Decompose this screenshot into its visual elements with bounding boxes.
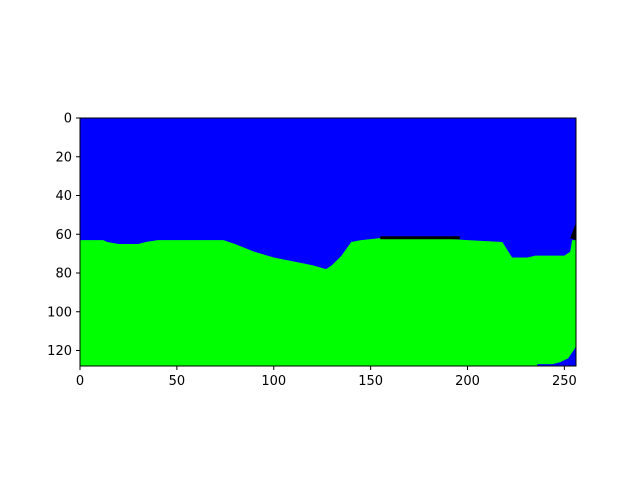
dark-corner-region [570,222,576,241]
y-tick-label: 120 [47,344,72,359]
plot-frame [79,117,577,367]
y-tick-label: 80 [55,267,72,282]
y-tick-label: 40 [55,189,72,204]
y-tick-label: 60 [55,228,72,243]
x-tick-label: 150 [358,374,383,389]
y-tick-label: 20 [55,150,72,165]
x-tick-label: 200 [455,374,480,389]
x-tick-label: 50 [169,374,186,389]
ground-region [80,238,576,366]
y-tick-label: 0 [64,112,72,127]
bottom-right-sky-region [537,346,576,366]
x-tick-label: 250 [552,374,577,389]
x-axis: 0 50 100 150 200 250 [76,366,577,389]
dark-band-region [380,236,460,240]
x-tick-label: 0 [76,374,84,389]
x-tick-label: 100 [261,374,286,389]
plot-area [79,117,577,367]
y-axis: 0 20 40 60 80 100 120 [47,112,80,359]
y-tick-label: 100 [47,305,72,320]
